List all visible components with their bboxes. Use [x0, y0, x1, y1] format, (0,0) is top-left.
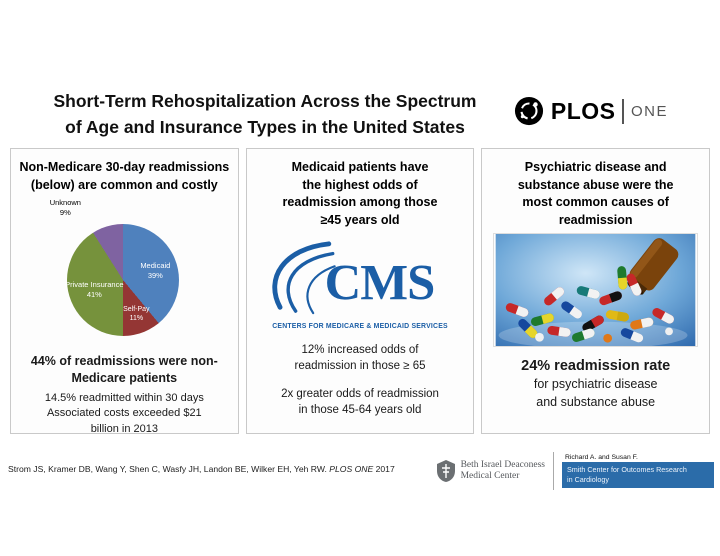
pills-photo-illustration: [495, 234, 696, 349]
left-panel-heading: Non-Medicare 30-day readmissions (below)…: [19, 160, 230, 192]
smith-benefactors: Richard A. and Susan F.: [565, 454, 638, 462]
cms-acronym: CMS: [325, 254, 435, 310]
cms-logo-icon: CMS: [272, 241, 435, 315]
right-panel-stats: 24% readmission rate for psychiatric dis…: [489, 356, 702, 411]
pie-chart: [67, 224, 180, 336]
pie-label-unknown-pct: 9%: [59, 207, 71, 217]
citation-journal: PLOS ONE: [329, 464, 374, 474]
plos-logo-divider: [622, 98, 624, 124]
pie-label-selfpay-text: Self-Pay: [123, 306, 150, 313]
page-title: Short-Term Rehospitalization Across the …: [53, 91, 477, 138]
pills-photo: [493, 233, 699, 349]
middle-panel-stat-45-64: 2x greater odds of readmission in those …: [281, 388, 439, 417]
plos-one-logo: PLOS ONE: [514, 96, 668, 126]
pie-label-medicaid-text: Medicaid: [140, 261, 171, 270]
right-panel-key-stat: 24% readmission rate: [521, 358, 671, 374]
bidmc-crest-icon: [436, 460, 455, 482]
footer-logo-divider: [553, 452, 554, 490]
citation-authors: Strom JS, Kramer DB, Wang Y, Shen C, Was…: [8, 464, 327, 474]
right-panel-stat-detail: for psychiatric disease and substance ab…: [533, 377, 658, 409]
pie-label-medicaid-pct: 39%: [147, 270, 163, 280]
panels-row: Non-Medicare 30-day readmissions (below)…: [10, 148, 711, 435]
cms-logo: CMS CENTERS FOR MEDICARE & MEDICAID SERV…: [254, 239, 467, 330]
smith-center-logo: Richard A. and Susan F. Smith Center for…: [562, 454, 714, 488]
left-panel-details: 14.5% readmitted within 30 days Associat…: [44, 391, 204, 435]
citation: Strom JS, Kramer DB, Wang Y, Shen C, Was…: [8, 464, 395, 474]
pie-label-medicaid: Medicaid 39%: [130, 261, 180, 281]
pie-label-private-text: Private Insurance: [65, 280, 124, 289]
pie-label-self-pay: Self-Pay 11%: [111, 305, 161, 323]
bidmc-logo: Beth Israel Deaconess Medical Center: [436, 459, 545, 483]
smith-center-name: Smith Center for Outcomes Research in Ca…: [562, 462, 714, 488]
cms-subtitle: CENTERS FOR MEDICARE & MEDICAID SERVICES: [272, 323, 448, 330]
pie-chart-area: Unknown 9% Medicaid 39% Private Insuranc…: [20, 198, 228, 350]
plos-wordmark: PLOS: [550, 97, 616, 124]
panel-readmissions-pie: Non-Medicare 30-day readmissions (below)…: [10, 148, 239, 435]
left-panel-key-stat: 44% of readmissions were non- Medicare p…: [30, 354, 218, 385]
pie-label-private-insurance: Private Insurance 41%: [48, 280, 140, 300]
panel-psychiatric-causes: Psychiatric disease and substance abuse …: [481, 148, 711, 434]
right-panel-heading: Psychiatric disease and substance abuse …: [517, 160, 674, 227]
footer-logos: Beth Israel Deaconess Medical Center Ric…: [436, 452, 714, 490]
panel-medicaid-odds: Medicaid patients have the highest odds …: [245, 148, 475, 434]
plos-logo-icon: [514, 96, 543, 126]
citation-year: 2017: [375, 464, 395, 474]
pie-label-selfpay-pct: 11%: [129, 315, 144, 323]
middle-panel-heading: Medicaid patients have the highest odds …: [282, 160, 438, 227]
plos-one-wordmark: ONE: [630, 102, 668, 120]
pie-label-private-pct: 41%: [86, 289, 102, 299]
pie-label-unknown: Unknown 9%: [30, 198, 100, 218]
pie-label-unknown-text: Unknown: [49, 198, 81, 207]
middle-panel-stat-65: 12% increased odds of readmission in tho…: [294, 344, 426, 373]
bidmc-name: Beth Israel Deaconess Medical Center: [460, 459, 545, 481]
